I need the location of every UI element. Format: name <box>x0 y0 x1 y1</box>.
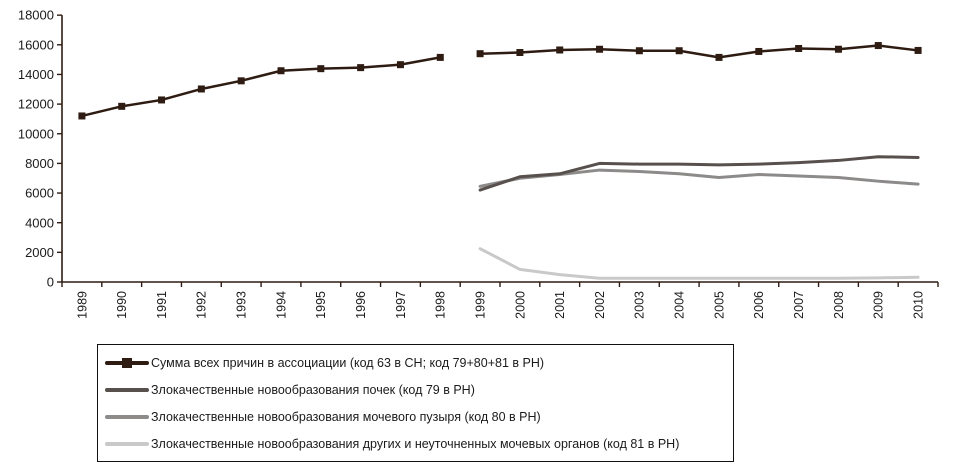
x-tick-label: 1991 <box>155 291 169 319</box>
data-point-marker <box>715 53 723 61</box>
data-point-marker <box>755 47 763 55</box>
y-tick-label: 8000 <box>25 156 54 171</box>
data-point-marker <box>914 46 922 54</box>
x-tick-label: 1992 <box>195 291 209 319</box>
legend-label: Сумма всех причин в ассоциации (код 63 в… <box>151 355 545 370</box>
data-point-marker <box>675 47 683 55</box>
legend-label: Злокачественные новообразования мочевого… <box>151 409 541 424</box>
data-point-marker <box>436 53 444 61</box>
data-point-marker <box>556 46 564 54</box>
data-point-marker <box>396 61 404 69</box>
x-tick-label: 1993 <box>235 291 249 319</box>
y-tick-label: 10000 <box>18 126 54 141</box>
legend-label: Злокачественные новообразования почек (к… <box>151 382 475 397</box>
legend-line-swatch <box>105 385 149 395</box>
legend-line-swatch <box>105 439 149 449</box>
legend-square-marker <box>122 357 132 368</box>
x-tick-label: 1998 <box>434 291 448 319</box>
data-point-marker <box>277 67 285 75</box>
legend-entry-3: Злокачественные новообразования других и… <box>105 432 733 456</box>
legend-entry-0: Сумма всех причин в ассоциации (код 63 в… <box>105 351 733 375</box>
y-tick-label: 16000 <box>18 37 54 52</box>
x-tick-label: 2003 <box>633 291 647 319</box>
legend-line-swatch <box>105 412 149 422</box>
x-tick-label: 2010 <box>911 291 925 319</box>
data-point-marker <box>874 42 882 50</box>
data-point-marker <box>237 77 245 85</box>
y-tick-label: 2000 <box>25 245 54 260</box>
series-line-2 <box>478 168 920 188</box>
x-tick-label: 2004 <box>673 291 687 319</box>
data-point-marker <box>197 85 205 93</box>
y-tick-label: 14000 <box>18 67 54 82</box>
y-tick-label: 0 <box>47 275 54 290</box>
x-tick-label: 1990 <box>115 291 129 319</box>
x-tick-label: 1997 <box>394 291 408 319</box>
x-tick-label: 2009 <box>872 291 886 319</box>
legend-entry-2: Злокачественные новообразования мочевого… <box>105 405 733 429</box>
x-tick-label: 2000 <box>513 291 527 319</box>
data-point-marker <box>118 102 126 110</box>
y-tick-label: 12000 <box>18 97 54 112</box>
data-point-marker <box>158 96 166 104</box>
line-chart: 0 2000 4000 6000 8000 10000 12000 14000 16000 180… <box>18 8 939 319</box>
x-tick-label: 2001 <box>553 291 567 319</box>
x-tick-label: 1999 <box>473 291 487 319</box>
data-point-marker <box>317 65 325 73</box>
data-point-marker <box>476 50 484 58</box>
data-point-marker <box>516 49 524 57</box>
data-point-marker <box>596 45 604 53</box>
x-tick-label: 2008 <box>832 291 846 319</box>
y-tick-label: 4000 <box>25 215 54 230</box>
data-point-marker <box>834 45 842 53</box>
data-point-marker <box>78 112 86 120</box>
series-line-0 <box>80 56 442 118</box>
x-tick-label: 2005 <box>712 291 726 319</box>
data-point-marker <box>795 45 803 53</box>
y-tick-label: 18000 <box>18 8 54 23</box>
legend-label: Злокачественные новообразования других и… <box>151 436 680 451</box>
y-tick-label: 6000 <box>25 186 54 201</box>
legend-line-swatch <box>105 357 149 368</box>
x-tick-label: 1989 <box>75 291 89 319</box>
series-line-3 <box>478 247 920 280</box>
series-line-0 <box>478 44 920 59</box>
data-point-marker <box>635 47 643 55</box>
x-tick-label: 2002 <box>593 291 607 319</box>
legend: Сумма всех причин в ассоциации (код 63 в… <box>97 344 734 462</box>
x-tick-label: 1994 <box>274 291 288 319</box>
x-tick-label: 1995 <box>314 291 328 319</box>
data-point-marker <box>357 64 365 72</box>
x-tick-label: 2006 <box>752 291 766 319</box>
legend-entry-1: Злокачественные новообразования почек (к… <box>105 378 733 402</box>
x-tick-label: 2007 <box>792 291 806 319</box>
x-tick-label: 1996 <box>354 291 368 319</box>
series-line-1 <box>478 155 920 192</box>
